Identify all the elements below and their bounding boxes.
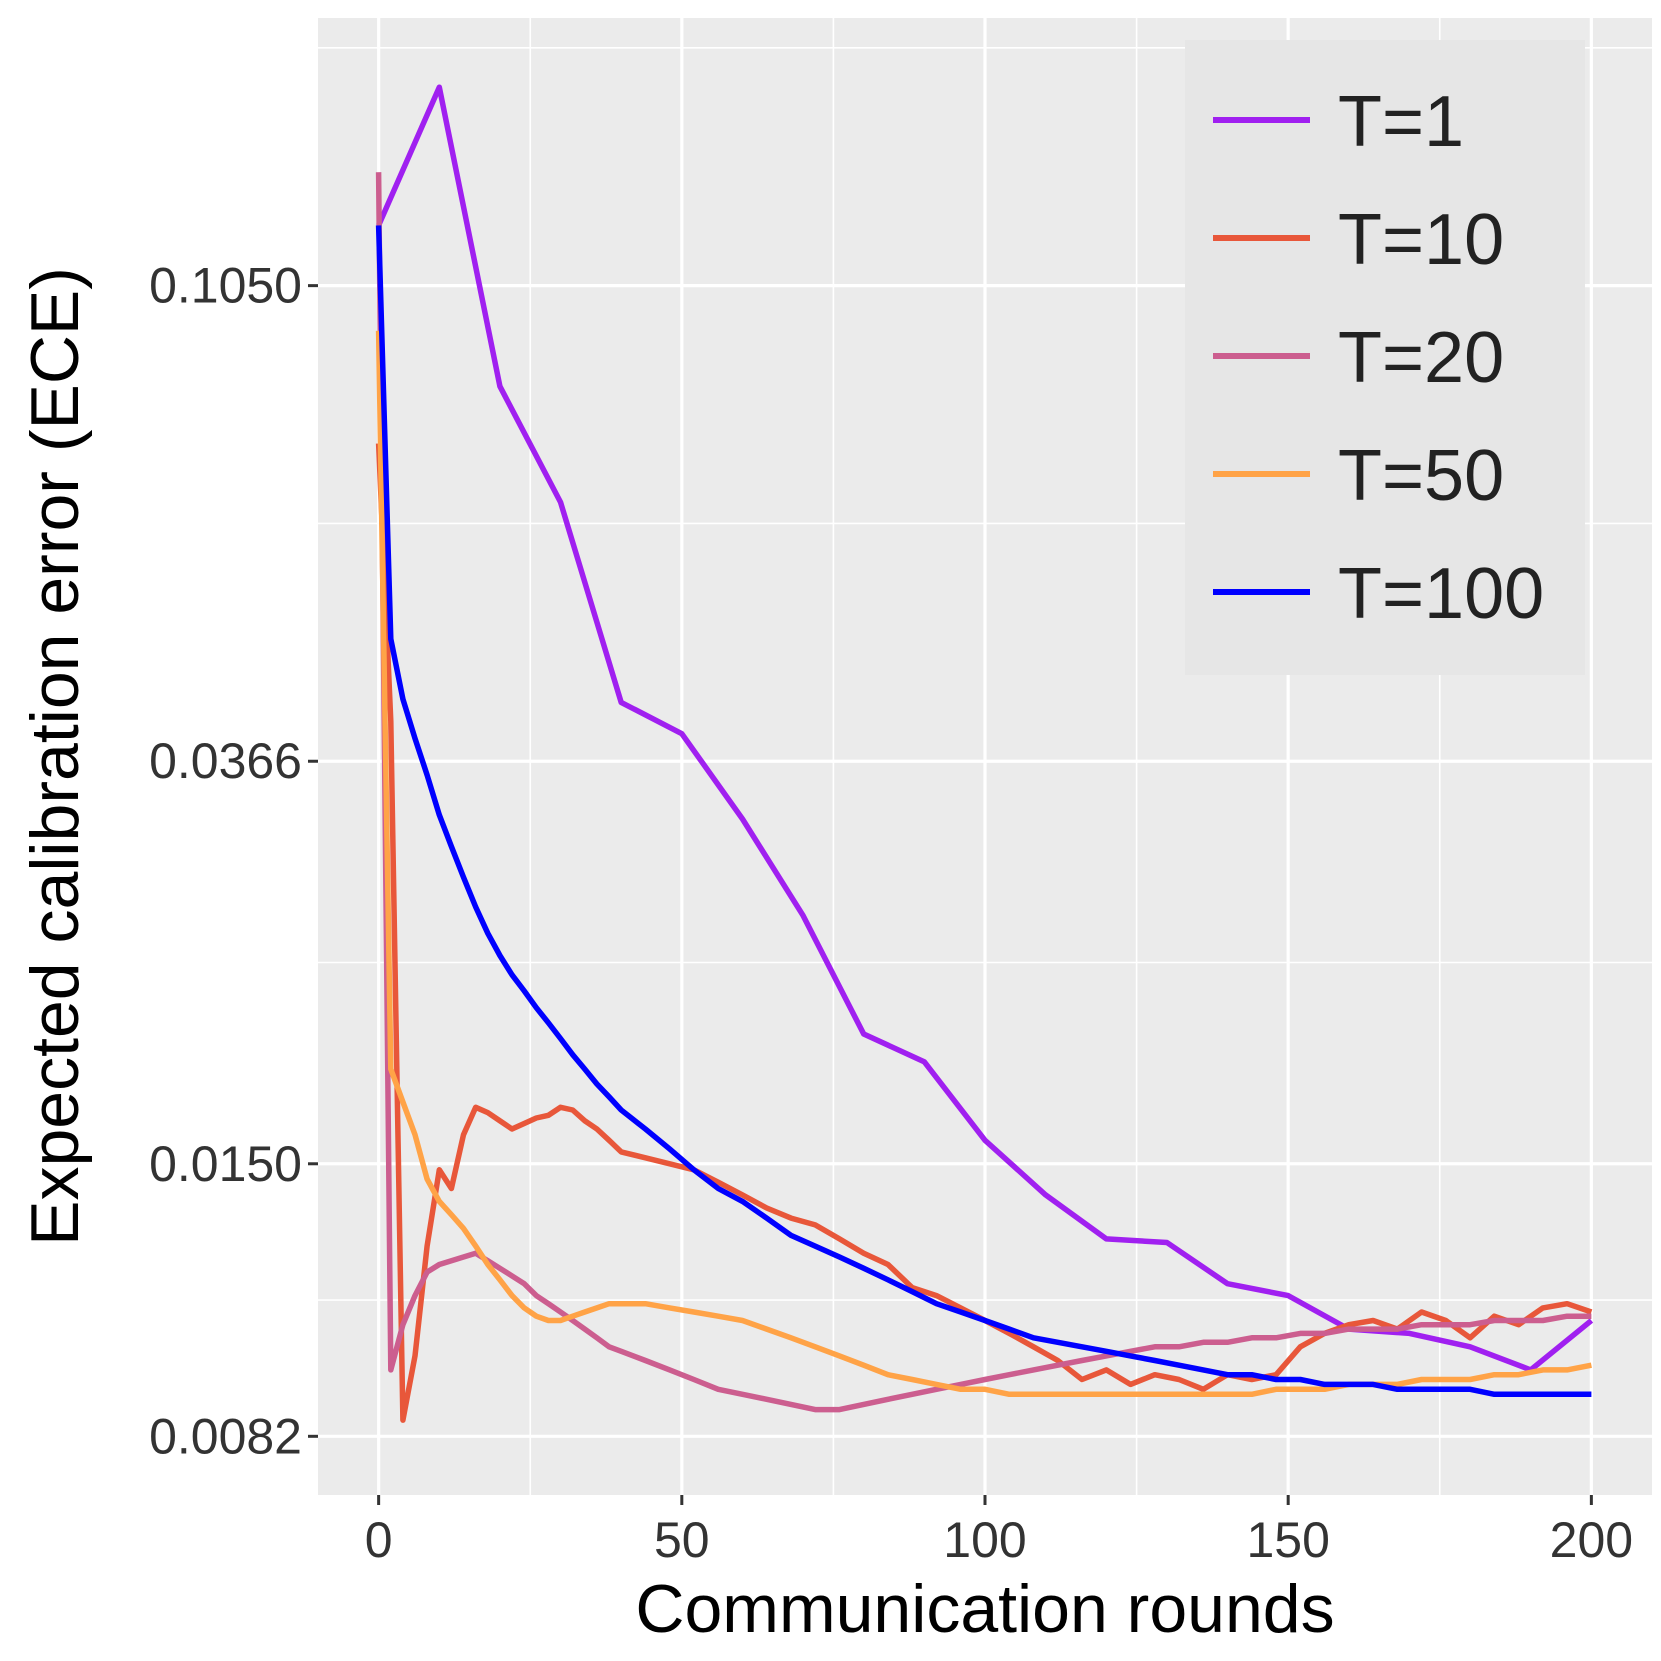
y-axis-title: Expected calibration error (ECE) <box>17 267 93 1246</box>
major-gridlines <box>318 18 1652 1495</box>
legend-label-t20: T=20 <box>1338 318 1504 398</box>
x-tick-label: 200 <box>1550 1512 1633 1568</box>
x-tick-label: 150 <box>1246 1512 1329 1568</box>
series-line-t20 <box>375 172 1592 1413</box>
y-tick-label: 0.0150 <box>149 1136 302 1192</box>
series-lines <box>375 84 1594 1423</box>
x-axis: 0 50 100 150 200 <box>365 1495 1633 1568</box>
series-line-t100 <box>375 225 1592 1398</box>
y-axis: 0.1050 0.0366 0.0150 0.0082 <box>149 258 318 1464</box>
y-tick-label: 0.0082 <box>149 1408 302 1464</box>
series-line-t10 <box>375 443 1593 1423</box>
legend: T=1 T=10 T=20 T=50 T=100 <box>1185 40 1585 675</box>
y-tick-label: 0.0366 <box>149 733 302 789</box>
legend-label-t50: T=50 <box>1338 436 1504 516</box>
x-tick-label: 0 <box>365 1512 393 1568</box>
x-tick-label: 50 <box>654 1512 710 1568</box>
y-tick-label: 0.1050 <box>149 258 302 314</box>
legend-label-t1: T=1 <box>1338 82 1464 162</box>
legend-label-t100: T=100 <box>1338 554 1544 634</box>
legend-label-t10: T=10 <box>1338 200 1504 280</box>
x-axis-title: Communication rounds <box>635 1571 1334 1647</box>
x-tick-label: 100 <box>943 1512 1026 1568</box>
series-line-t1 <box>376 84 1594 1373</box>
